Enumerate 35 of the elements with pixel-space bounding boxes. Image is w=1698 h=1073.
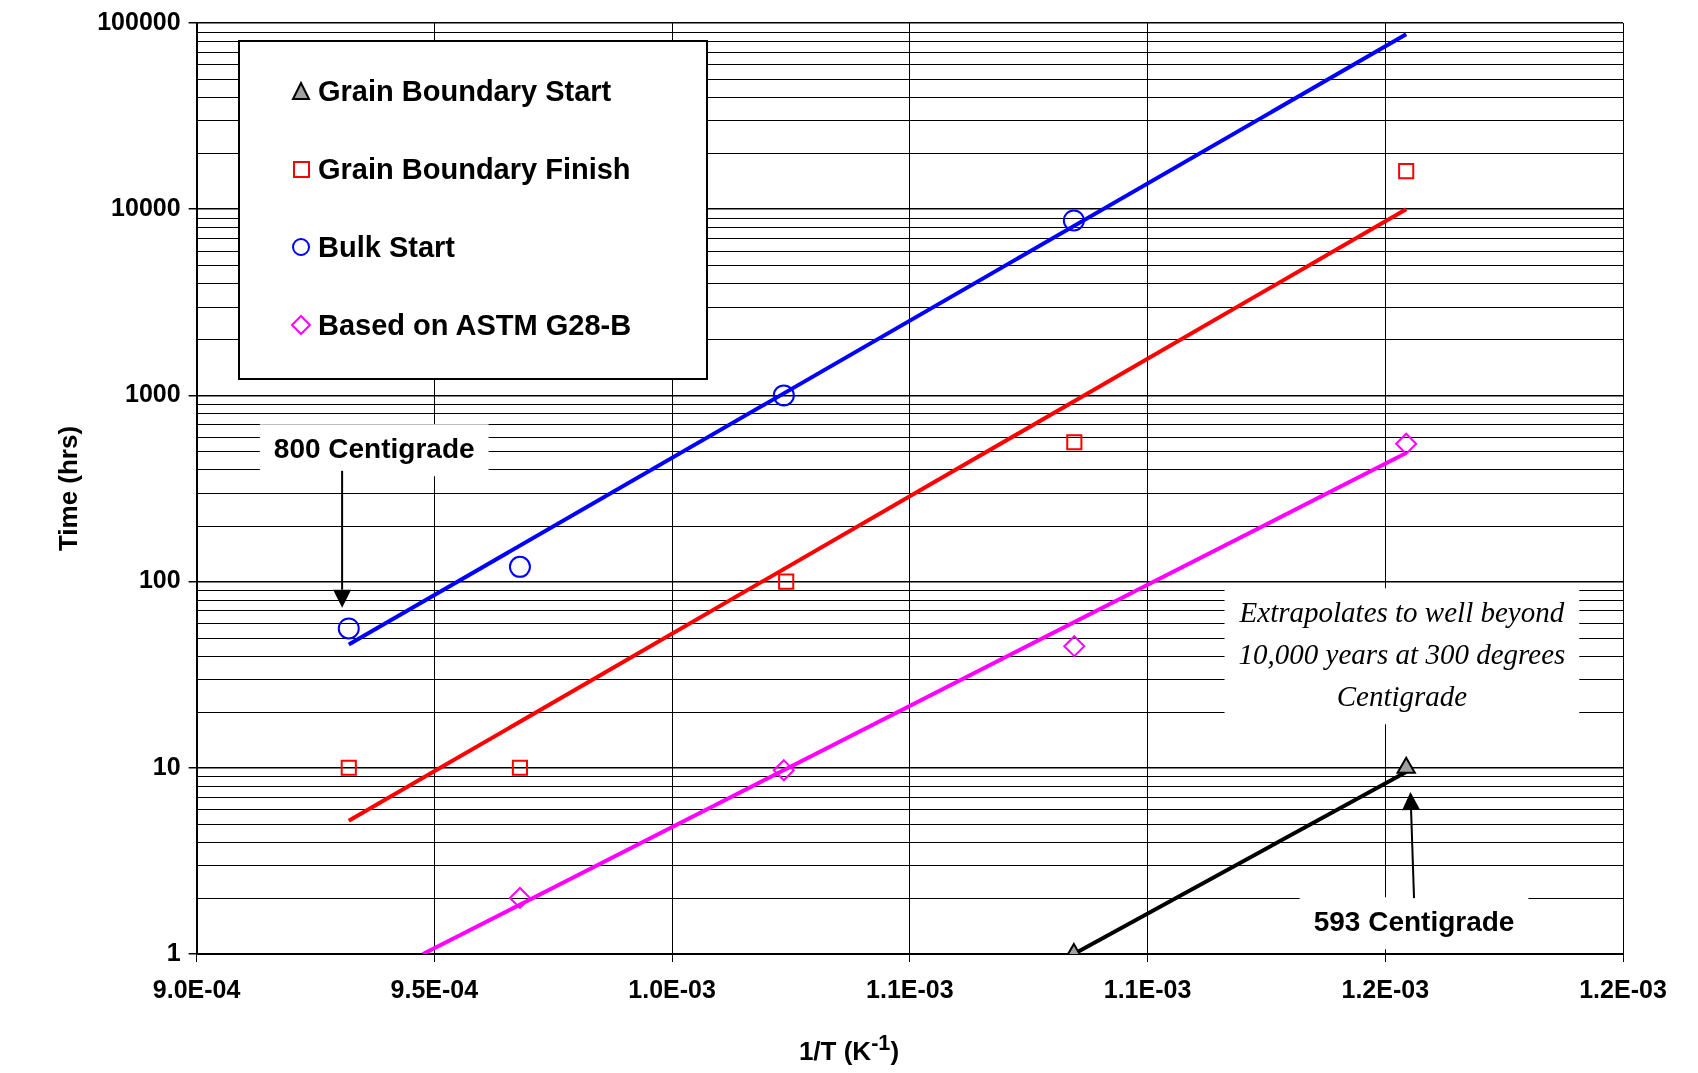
y-axis-title: Time (hrs)	[52, 425, 83, 552]
point	[1062, 209, 1085, 232]
x-tick-label: 1.2E-03	[1579, 974, 1667, 1003]
annotation: 800 Centigrade	[273, 433, 475, 465]
annotation: Extrapolates to well beyond 10,000 years at 300 degrees Centigrade	[1238, 595, 1566, 712]
legend-label: Bulk Start	[318, 230, 455, 264]
x-axis-title: 1/T (K$^{-1}$)	[797, 1030, 901, 1067]
point	[508, 555, 531, 578]
annotation: 593 Centigrade	[1313, 906, 1515, 937]
x-tick-label: 1.2E-03	[1341, 974, 1430, 1003]
point	[340, 759, 357, 776]
y-tick-label: 1000	[125, 379, 181, 408]
point	[1066, 434, 1083, 451]
y-tick-label: 10000	[111, 193, 181, 222]
point	[778, 573, 795, 590]
y-tick-label: 1	[166, 937, 181, 966]
legend-label: Grain Boundary Start	[318, 74, 612, 108]
x-tick-label: 1.1E-03	[866, 974, 954, 1003]
point	[772, 759, 795, 782]
point	[1398, 163, 1415, 180]
legend-label: Based on ASTM G28-B	[318, 308, 632, 342]
point	[508, 886, 531, 909]
x-tick-label: 9.0E-04	[152, 974, 241, 1003]
legend-label: Grain Boundary Finish	[318, 152, 631, 186]
x-tick-label: 9.5E-04	[390, 974, 479, 1003]
point	[511, 759, 529, 776]
y-tick-label: 100	[138, 565, 181, 594]
x-tick-label: 1.0E-03	[628, 974, 716, 1003]
point	[1395, 432, 1418, 455]
point	[1063, 635, 1086, 658]
y-tick-label: 10	[152, 751, 181, 780]
x-tick-label: 1.1E-03	[1103, 974, 1192, 1003]
point	[772, 384, 795, 407]
y-tick-label: 100000	[97, 6, 181, 35]
point	[337, 617, 360, 640]
